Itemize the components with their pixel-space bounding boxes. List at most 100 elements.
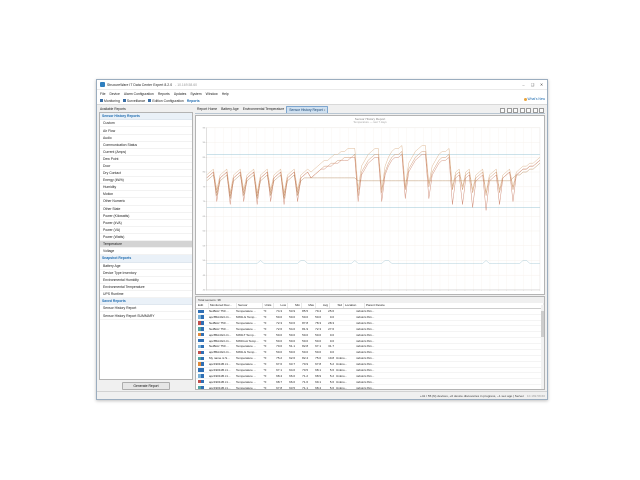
tab-close-icon[interactable]: × [323,108,326,112]
edit-icon[interactable] [201,385,204,389]
edit-icon[interactable] [201,350,204,355]
column-header-monitored-dev[interactable]: Monitored Dev... [209,302,237,308]
table-row[interactable]: apc19011B c1... Temperature ... °F 67.8 63.5… [196,385,544,389]
column-header-edit[interactable]: Edit [197,302,209,308]
column-header-min[interactable]: Min [288,302,302,308]
table-row[interactable]: apc19011B c1... Temperature ... °F 67.1 64.0… [196,368,544,374]
tab-environmental-temperature[interactable]: Environmental Temperature [241,106,287,113]
report-item-communication-status[interactable]: Communication Status [100,142,192,149]
minimize-icon[interactable]: – [522,82,525,87]
cell-edit[interactable] [197,368,208,372]
table-row[interactable]: apc85A4G3 c1... MX0LT Temp... °F 50.0 50.0 50… [196,332,544,339]
report-item-humidity[interactable]: Humidity [100,184,192,192]
report-item-motion[interactable]: Motion [100,191,192,199]
table-row[interactable]: NetBotz 750 ... Temperature ... °F 72.3 53.6… [196,321,544,327]
report-item-custom[interactable]: Custom [100,120,192,128]
table-row[interactable]: NetBotz 750 ... Temperature ... °F 70.0 51.1… [196,344,544,350]
table-row[interactable]: apc19011B c1... Temperature ... °F 67.6 63.7… [196,362,544,368]
cell-edit[interactable] [197,350,208,355]
edit-icon[interactable] [201,356,204,360]
cell-edit[interactable] [197,380,208,384]
report-item-temperature[interactable]: Temperature [100,240,192,249]
cell-edit[interactable] [197,385,208,389]
report-item-sensor-history-report[interactable]: Sensor History Report [100,305,192,313]
menu-item-reports[interactable]: Reports [157,91,170,96]
report-item-power-watts[interactable]: Power (Watts) [100,234,192,241]
menu-item-system[interactable]: System [190,91,202,96]
refresh-icon[interactable] [526,108,531,113]
generate-report-button[interactable]: Generate Report [122,381,170,390]
column-header-low[interactable]: Low [274,302,288,308]
report-item-environmental-temperature[interactable]: Environmental Temperature [100,284,192,291]
cell-edit[interactable] [197,374,208,378]
module-monitoring[interactable]: Monitoring [100,99,120,103]
maximize-icon[interactable]: ❑ [530,82,535,87]
table-row[interactable]: NetBotz 750 ... Temperature ... °F 72.6 54.0… [196,326,544,333]
close-icon[interactable]: ✕ [539,82,544,87]
table-body[interactable]: NetBotz 750 ... Temperature ... °F 74.3 53.9… [196,309,544,389]
maximize-panel-icon[interactable] [539,108,544,113]
module-reports[interactable]: Reports [187,99,200,103]
report-item-door[interactable]: Door [100,163,192,171]
module-edition-configuration[interactable]: Edition Configuration [148,99,184,103]
table-row[interactable]: My name is S... Temperature ... °F 75.2 62.6… [196,356,544,362]
menu-item-help[interactable]: Help [221,91,229,96]
column-header-sensor[interactable]: Sensor [237,302,263,308]
menu-item-updates[interactable]: Updates [173,91,187,96]
edit-icon[interactable] [201,362,204,366]
report-item-other-state[interactable]: Other State [100,206,192,213]
export-icon[interactable] [500,108,505,113]
tab-sensor-history-report[interactable]: Sensor History Report× [286,106,329,113]
module-surveillance[interactable]: Surveillance [122,99,145,103]
report-item-power-va[interactable]: Power (VA) [100,227,192,234]
cell-edit[interactable] [197,327,208,331]
report-item-audio[interactable]: Audio [100,135,192,142]
cell-edit[interactable] [197,356,208,360]
report-item-dry-contact[interactable]: Dry Contact [100,170,192,178]
edit-icon[interactable] [201,327,204,331]
table-scrollbar[interactable] [541,305,544,389]
table-row[interactable]: apc85A4G3 c1... MX0LG Temp... °F 50.0 50.0 50… [196,350,544,356]
report-list[interactable]: Sensor History Reports Custom Air Flow Audi… [99,112,193,380]
cell-edit[interactable] [197,315,208,319]
column-header-units[interactable]: Units [263,302,274,308]
report-item-dew-point[interactable]: Dew Point [100,156,192,163]
report-item-device-type-inventory[interactable]: Device Type Inventory [100,270,192,277]
chart-plot-area[interactable]: 40 45 50 55 60 65 70 75 80 85 90 95 [197,126,542,294]
table-row[interactable]: apc85A4G3 c1... MX0LG Temp... °F 50.0 50.0 50… [196,315,544,321]
edit-icon[interactable] [201,380,204,384]
table-scroll-thumb[interactable] [541,311,544,337]
settings-icon[interactable] [532,108,538,113]
menu-item-alarm-configuration[interactable]: Alarm Configuration [123,91,154,96]
menu-item-window[interactable]: Window [205,91,218,96]
edit-icon[interactable] [201,333,204,337]
tab-battery-age[interactable]: Battery Age [219,106,241,113]
report-item-other-numeric[interactable]: Other Numeric [100,198,192,206]
whats-new-link[interactable]: What's New [523,97,545,101]
column-header-avg[interactable]: Avg [316,302,330,308]
report-item-ups-runtime[interactable]: UPS Runtime [100,291,192,298]
report-item-environmental-humidity[interactable]: Environmental Humidity [100,277,192,284]
report-item-current-amps[interactable]: Current (Amps) [100,149,192,156]
report-item-sensor-history-report-summary[interactable]: Sensor History Report SUMMARY [100,312,192,320]
edit-icon[interactable] [201,344,204,349]
column-header-location[interactable]: Location [344,302,365,308]
report-item-energy-kwh[interactable]: Energy (kWh) [100,177,192,185]
column-header-max[interactable]: Max [302,302,316,308]
cell-edit[interactable] [197,333,208,337]
table-row[interactable]: apc19011B c1... Temperature ... °F 68.4 66.0… [196,373,544,380]
edit-icon[interactable] [201,338,204,343]
report-item-air-flow[interactable]: Air Flow [100,127,192,135]
table-row[interactable]: apc85A4G3 c1... MX0CuA Temp... °F 50.0 50.0 5… [196,338,544,345]
report-item-power-kva[interactable]: Power (kVA) [100,220,192,227]
table-row[interactable]: apc19011B c1... Temperature ... °F 68.7 66.0… [196,379,544,386]
edit-icon[interactable] [201,309,204,313]
menu-item-file[interactable]: File [100,91,106,96]
cell-edit[interactable] [197,321,208,325]
cell-edit[interactable] [197,338,208,343]
edit-icon[interactable] [201,315,204,319]
zoom-in-icon[interactable] [513,108,518,113]
report-item-battery-age[interactable]: Battery Age [100,263,192,270]
menu-item-device[interactable]: Device [109,91,120,96]
zoom-out-icon[interactable] [519,108,525,113]
